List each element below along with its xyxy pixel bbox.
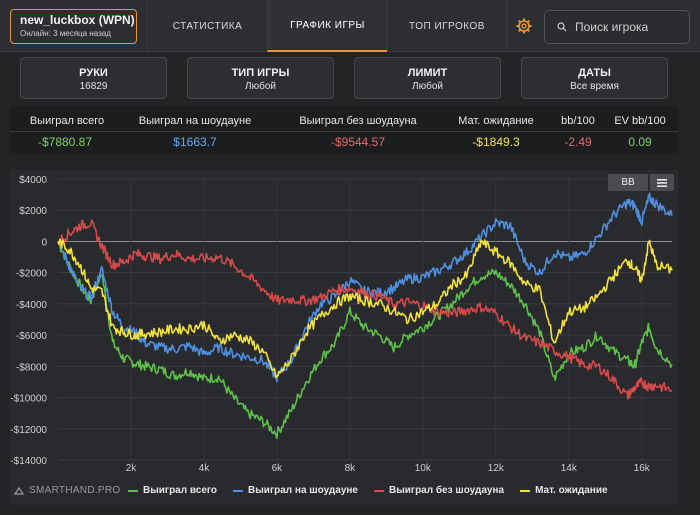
stat-value-ev: -$1849.3 (472, 135, 520, 149)
legend-label: Выиграл без шоудауна (389, 485, 505, 496)
chart-series (57, 192, 673, 440)
legend-swatch (374, 489, 384, 492)
bb-toggle-button[interactable]: BB (608, 174, 648, 191)
filter-value: Все время (570, 81, 619, 92)
filter-title: ТИП ИГРЫ (231, 67, 290, 79)
stats-summary: Выиграл всего Выиграл на шоудауне Выигра… (10, 106, 678, 154)
player-name: new_luckbox (WPN) (20, 13, 135, 27)
x-tick-label: 10k (415, 463, 432, 474)
x-tick-label: 12k (488, 463, 505, 474)
filter-hands[interactable]: РУКИ 16829 (20, 57, 167, 99)
filter-limit[interactable]: ЛИМИТ Любой (354, 57, 501, 99)
chart-grid (58, 178, 672, 461)
stat-header-showdown: Выиграл на шоудауне (138, 115, 252, 127)
stat-header-bb100: bb/100 (561, 115, 595, 127)
y-tick-label: $4000 (19, 175, 47, 186)
x-tick-label: 6k (272, 463, 284, 474)
stat-header-ev-bb100: EV bb/100 (614, 115, 666, 127)
filter-dates[interactable]: ДАТЫ Все время (521, 57, 668, 99)
filter-title: ДАТЫ (578, 67, 611, 79)
stat-value-showdown: $1663.7 (173, 135, 217, 149)
y-tick-label: -$6000 (16, 331, 48, 342)
legend-label: Выиграл всего (143, 485, 218, 496)
stat-value-nonshowdown: -$9544.57 (330, 135, 386, 149)
filter-value: Любой (412, 81, 443, 92)
series-line-0 (57, 241, 673, 440)
y-tick-label: -$10000 (10, 394, 47, 405)
legend-swatch (128, 489, 138, 492)
filter-title: ЛИМИТ (407, 67, 448, 79)
chart-axis-labels: $4000 $2000 0 -$2000 -$4000 -$6000 -$8000 -$100… (10, 175, 651, 474)
y-tick-label: -$2000 (16, 269, 48, 280)
stat-value-total: -$7880.87 (37, 135, 93, 149)
tab-statistics[interactable]: СТАТИСТИКА (147, 0, 267, 52)
stat-value-bb100: -2.49 (564, 135, 592, 149)
filter-game-type[interactable]: ТИП ИГРЫ Любой (187, 57, 334, 99)
stats-divider (10, 131, 678, 132)
x-tick-label: 2k (126, 463, 138, 474)
y-tick-label: 0 (41, 237, 47, 248)
stat-header-ev: Мат. ожидание (458, 115, 534, 127)
x-tick-label: 14k (561, 463, 578, 474)
filter-value: Любой (245, 81, 276, 92)
smarthand-logo-icon (14, 486, 24, 495)
legend-label: Выиграл на шоудауне (248, 485, 358, 496)
x-tick-label: 16k (634, 463, 651, 474)
legend-item-ev[interactable]: Мат. ожидание (520, 485, 608, 496)
player-card[interactable]: new_luckbox (WPN) Онлайн: 3 месяца назад (10, 9, 137, 44)
stat-value-ev-bb100: 0.09 (628, 135, 652, 149)
brand-watermark: SMARTHAND.PRO (14, 485, 121, 496)
tab-game-chart[interactable]: ГРАФИК ИГРЫ (267, 0, 387, 52)
stat-header-nonshowdown: Выиграл без шоудауна (299, 115, 417, 127)
series-line-2 (57, 219, 673, 400)
search-icon (557, 22, 567, 32)
legend-item-nonshowdown[interactable]: Выиграл без шоудауна (374, 485, 504, 496)
chart-legend: Выиграл всего Выиграл на шоудауне Выигра… (128, 485, 608, 496)
legend-swatch (520, 489, 531, 492)
filter-value: 16829 (79, 81, 108, 92)
series-line-3 (57, 238, 673, 379)
x-tick-label: 4k (199, 463, 211, 474)
y-tick-label: -$14000 (10, 456, 47, 467)
tab-top-players[interactable]: ТОП ИГРОКОВ (387, 0, 507, 52)
top-navigation: new_luckbox (WPN) Онлайн: 3 месяца назад… (0, 0, 700, 52)
y-tick-label: -$4000 (16, 300, 48, 311)
x-tick-label: 8k (345, 463, 357, 474)
filter-title: РУКИ (79, 67, 108, 79)
legend-label: Мат. ожидание (535, 485, 608, 496)
player-online-status: Онлайн: 3 месяца назад (20, 29, 111, 38)
hamburger-icon[interactable] (650, 174, 674, 191)
legend-item-showdown[interactable]: Выиграл на шоудауне (233, 485, 358, 496)
legend-item-total[interactable]: Выиграл всего (128, 485, 217, 496)
y-tick-label: -$12000 (10, 425, 47, 436)
legend-swatch (233, 489, 244, 492)
search-box[interactable] (544, 10, 690, 44)
series-line-1 (57, 192, 673, 383)
gear-icon[interactable] (516, 18, 532, 34)
stat-header-total: Выиграл всего (29, 115, 105, 127)
game-chart-panel (10, 170, 678, 505)
y-tick-label: -$8000 (16, 362, 48, 373)
y-tick-label: $2000 (19, 206, 47, 217)
search-input[interactable] (575, 20, 685, 34)
brand-label: SMARTHAND.PRO (29, 485, 121, 496)
